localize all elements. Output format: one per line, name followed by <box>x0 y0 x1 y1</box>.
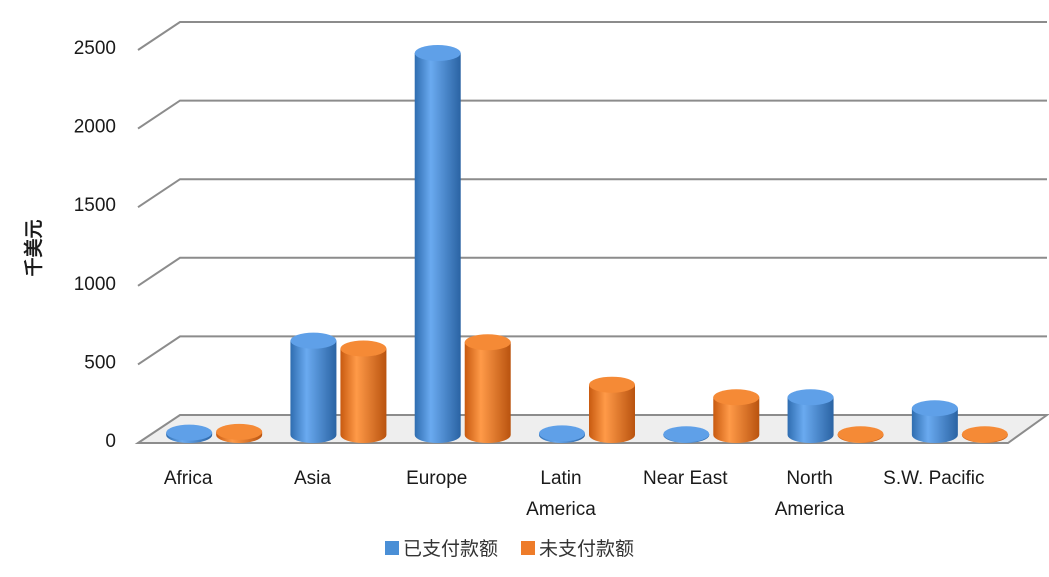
legend-swatch <box>521 541 535 555</box>
bar-body <box>911 408 958 443</box>
bar-cap <box>589 376 635 393</box>
gridline <box>137 21 1047 51</box>
bar-body <box>464 342 511 443</box>
y-axis-ticks: 0 500 1000 1500 2000 2500 <box>74 38 116 452</box>
x-axis-ticks: Africa Asia Europe Latin America Near East Nor… <box>164 468 985 520</box>
y-tick-label: 500 <box>84 352 116 373</box>
y-tick-label: 2500 <box>74 38 116 59</box>
legend-label: 已支付款额 <box>403 538 498 560</box>
x-tick-label: Latin America <box>526 468 596 520</box>
bar-cap <box>663 426 710 443</box>
bar <box>961 426 1008 443</box>
legend-swatch <box>385 541 399 555</box>
y-tick-label: 2000 <box>74 117 116 138</box>
x-tick-label: Near East <box>643 468 728 489</box>
x-tick-label: Asia <box>294 468 331 489</box>
bar <box>166 424 213 443</box>
bar-body <box>414 53 461 444</box>
bar-cap <box>464 334 511 351</box>
bar-cap <box>290 332 337 349</box>
bars <box>166 45 1008 444</box>
x-tick-label: Africa <box>164 468 213 489</box>
bar <box>663 426 710 443</box>
bar-cap <box>787 389 834 406</box>
bar <box>340 340 387 443</box>
bar-body <box>290 340 337 443</box>
x-tick-label: Europe <box>406 468 467 489</box>
legend: 已支付款额 未支付款额 <box>385 538 634 560</box>
y-axis-title: 千美元 <box>22 219 45 276</box>
legend-item: 已支付款额 <box>385 538 498 560</box>
bar <box>464 334 511 443</box>
bar <box>787 389 834 443</box>
bar <box>414 45 461 444</box>
y-tick-label: 0 <box>105 431 116 452</box>
bar-cap <box>837 426 884 443</box>
bar-cap <box>539 425 585 442</box>
bar <box>911 400 958 443</box>
bar-cap <box>414 45 461 62</box>
bar <box>290 332 337 443</box>
x-tick-label: S.W. Pacific <box>883 468 984 489</box>
gridlines <box>137 21 1047 366</box>
bar-cap <box>340 340 387 357</box>
bar-cap <box>911 400 958 417</box>
bar-cap <box>961 426 1008 443</box>
bar-body <box>713 397 760 443</box>
bar <box>216 423 263 443</box>
bar-body <box>340 348 387 443</box>
bar-cap <box>166 424 213 441</box>
bar-cap <box>713 389 760 406</box>
gridline <box>137 335 1047 366</box>
bar <box>837 426 884 443</box>
gridline <box>137 178 1047 209</box>
bar-body <box>787 397 834 443</box>
y-tick-label: 1500 <box>74 195 116 216</box>
bar-cap <box>216 423 263 440</box>
legend-label: 未支付款额 <box>539 538 634 560</box>
bar <box>713 389 760 443</box>
x-tick-label: North America <box>775 468 845 520</box>
gridline <box>137 256 1047 287</box>
bar <box>589 376 635 443</box>
gridline <box>137 99 1047 130</box>
legend-item: 未支付款额 <box>521 538 634 560</box>
bar-body <box>589 384 635 443</box>
bar <box>539 425 585 443</box>
y-tick-label: 1000 <box>74 274 116 295</box>
